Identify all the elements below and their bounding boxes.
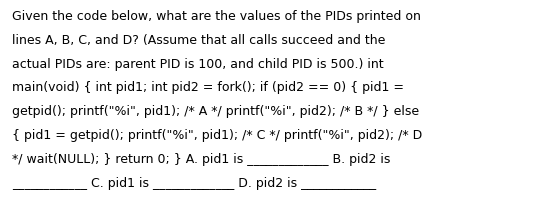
Text: actual PIDs are: parent PID is 100, and child PID is 500.) int: actual PIDs are: parent PID is 100, and …: [12, 58, 384, 71]
Text: getpid(); printf("%i", pid1); /* A */ printf("%i", pid2); /* B */ } else: getpid(); printf("%i", pid1); /* A */ pr…: [12, 105, 419, 118]
Text: { pid1 = getpid(); printf("%i", pid1); /* C */ printf("%i", pid2); /* D: { pid1 = getpid(); printf("%i", pid1); /…: [12, 129, 422, 142]
Text: ____________ C. pid1 is _____________ D. pid2 is ____________: ____________ C. pid1 is _____________ D.…: [12, 177, 376, 190]
Text: lines A, B, C, and D? (Assume that all calls succeed and the: lines A, B, C, and D? (Assume that all c…: [12, 34, 386, 47]
Text: Given the code below, what are the values of the PIDs printed on: Given the code below, what are the value…: [12, 10, 421, 23]
Text: main(void) { int pid1; int pid2 = fork(); if (pid2 == 0) { pid1 =: main(void) { int pid1; int pid2 = fork()…: [12, 81, 404, 94]
Text: */ wait(NULL); } return 0; } A. pid1 is _____________ B. pid2 is: */ wait(NULL); } return 0; } A. pid1 is …: [12, 153, 391, 166]
